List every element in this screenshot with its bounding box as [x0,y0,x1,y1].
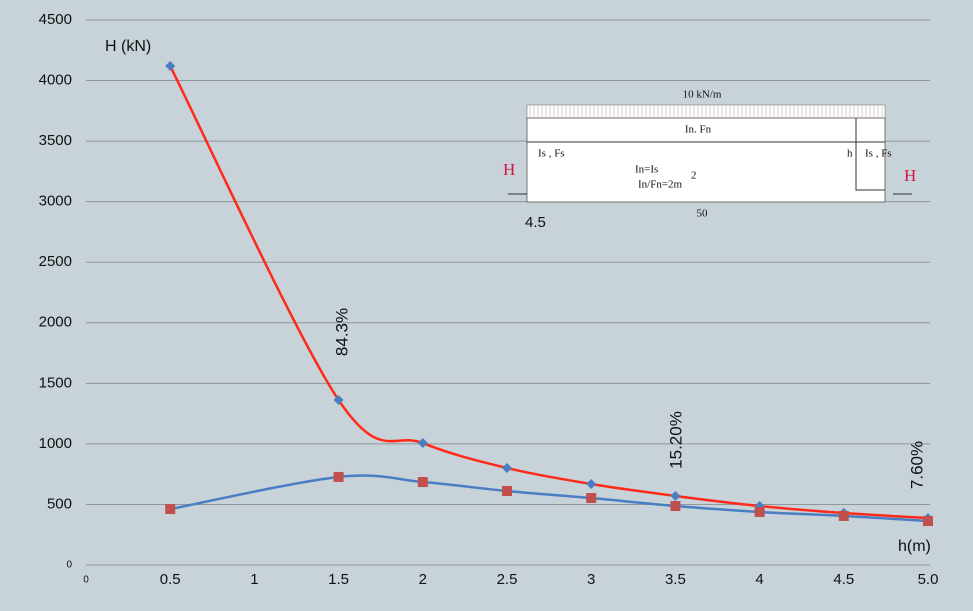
x-tick-label: 5.0 [918,571,939,588]
point [586,478,597,489]
point [417,438,428,449]
y-axis-label: H (kN) [105,38,151,55]
y-tick-label: 2500 [39,253,72,270]
x-tick-label: 0 [83,575,89,586]
point [754,506,765,517]
point [838,510,849,521]
annotation: 7.60% [907,441,926,489]
span-label: 50 [697,208,709,220]
force-label: H [503,160,515,179]
point [670,490,681,501]
point [502,462,512,473]
y-tick-label: 2000 [39,314,72,331]
annotation: 15.20% [666,411,685,469]
h-label: h [847,148,853,160]
point [165,504,176,515]
x-tick-label: 4.5 [833,571,854,588]
x-axis-label: h(m) [898,538,931,555]
frame [526,117,886,203]
point [417,477,428,488]
plot [165,61,933,527]
point [923,516,933,527]
x-tick-label: 0.5 [160,571,181,588]
point [670,501,681,512]
column-label: Is , Fs [538,148,565,160]
column [855,118,885,191]
x-tick-label: 2 [419,571,427,588]
y-tick-label: 3000 [39,193,72,210]
x-tick-label: 2.5 [497,571,518,588]
y-tick-label: 4500 [39,11,72,28]
annotation: 84.3% [332,308,351,356]
point [502,486,512,497]
series-line [169,474,929,523]
y-tick-label: 1000 [39,435,72,452]
y-tick-label: 1500 [39,374,72,391]
dimension-label: 4.5 [525,214,546,231]
point [333,471,344,482]
x-tick-label: 1 [250,571,258,588]
y-tick-label: 500 [47,495,72,512]
x-tick-label: 4 [755,571,763,588]
point [165,61,176,72]
inset-diagram: 10 kN/m In. Fn Is , Fs Is , Fs h In=Is I… [503,89,916,231]
beam-label: In. Fn [685,124,712,136]
force-label: H [904,166,916,185]
grid: 0 500 1000 1500 2000 2500 3000 3500 4000 4500 0 0.5… [39,11,939,588]
equation: In=Is [635,164,658,176]
x-tick-label: 3.5 [665,571,686,588]
series-line [169,65,929,520]
y-tick-label: 0 [66,560,72,571]
point [333,395,344,406]
y-tick-label: 4000 [39,72,72,89]
exponent: 2 [691,170,697,182]
point [586,493,597,504]
x-tick-label: 1.5 [328,571,349,588]
column-label: Is , Fs [865,148,892,160]
equation: In/Fn=2m [638,179,683,191]
load-label: 10 kN/m [683,89,722,101]
y-tick-label: 3500 [39,132,72,149]
load-hatch [529,106,883,117]
x-tick-label: 3 [587,571,595,588]
